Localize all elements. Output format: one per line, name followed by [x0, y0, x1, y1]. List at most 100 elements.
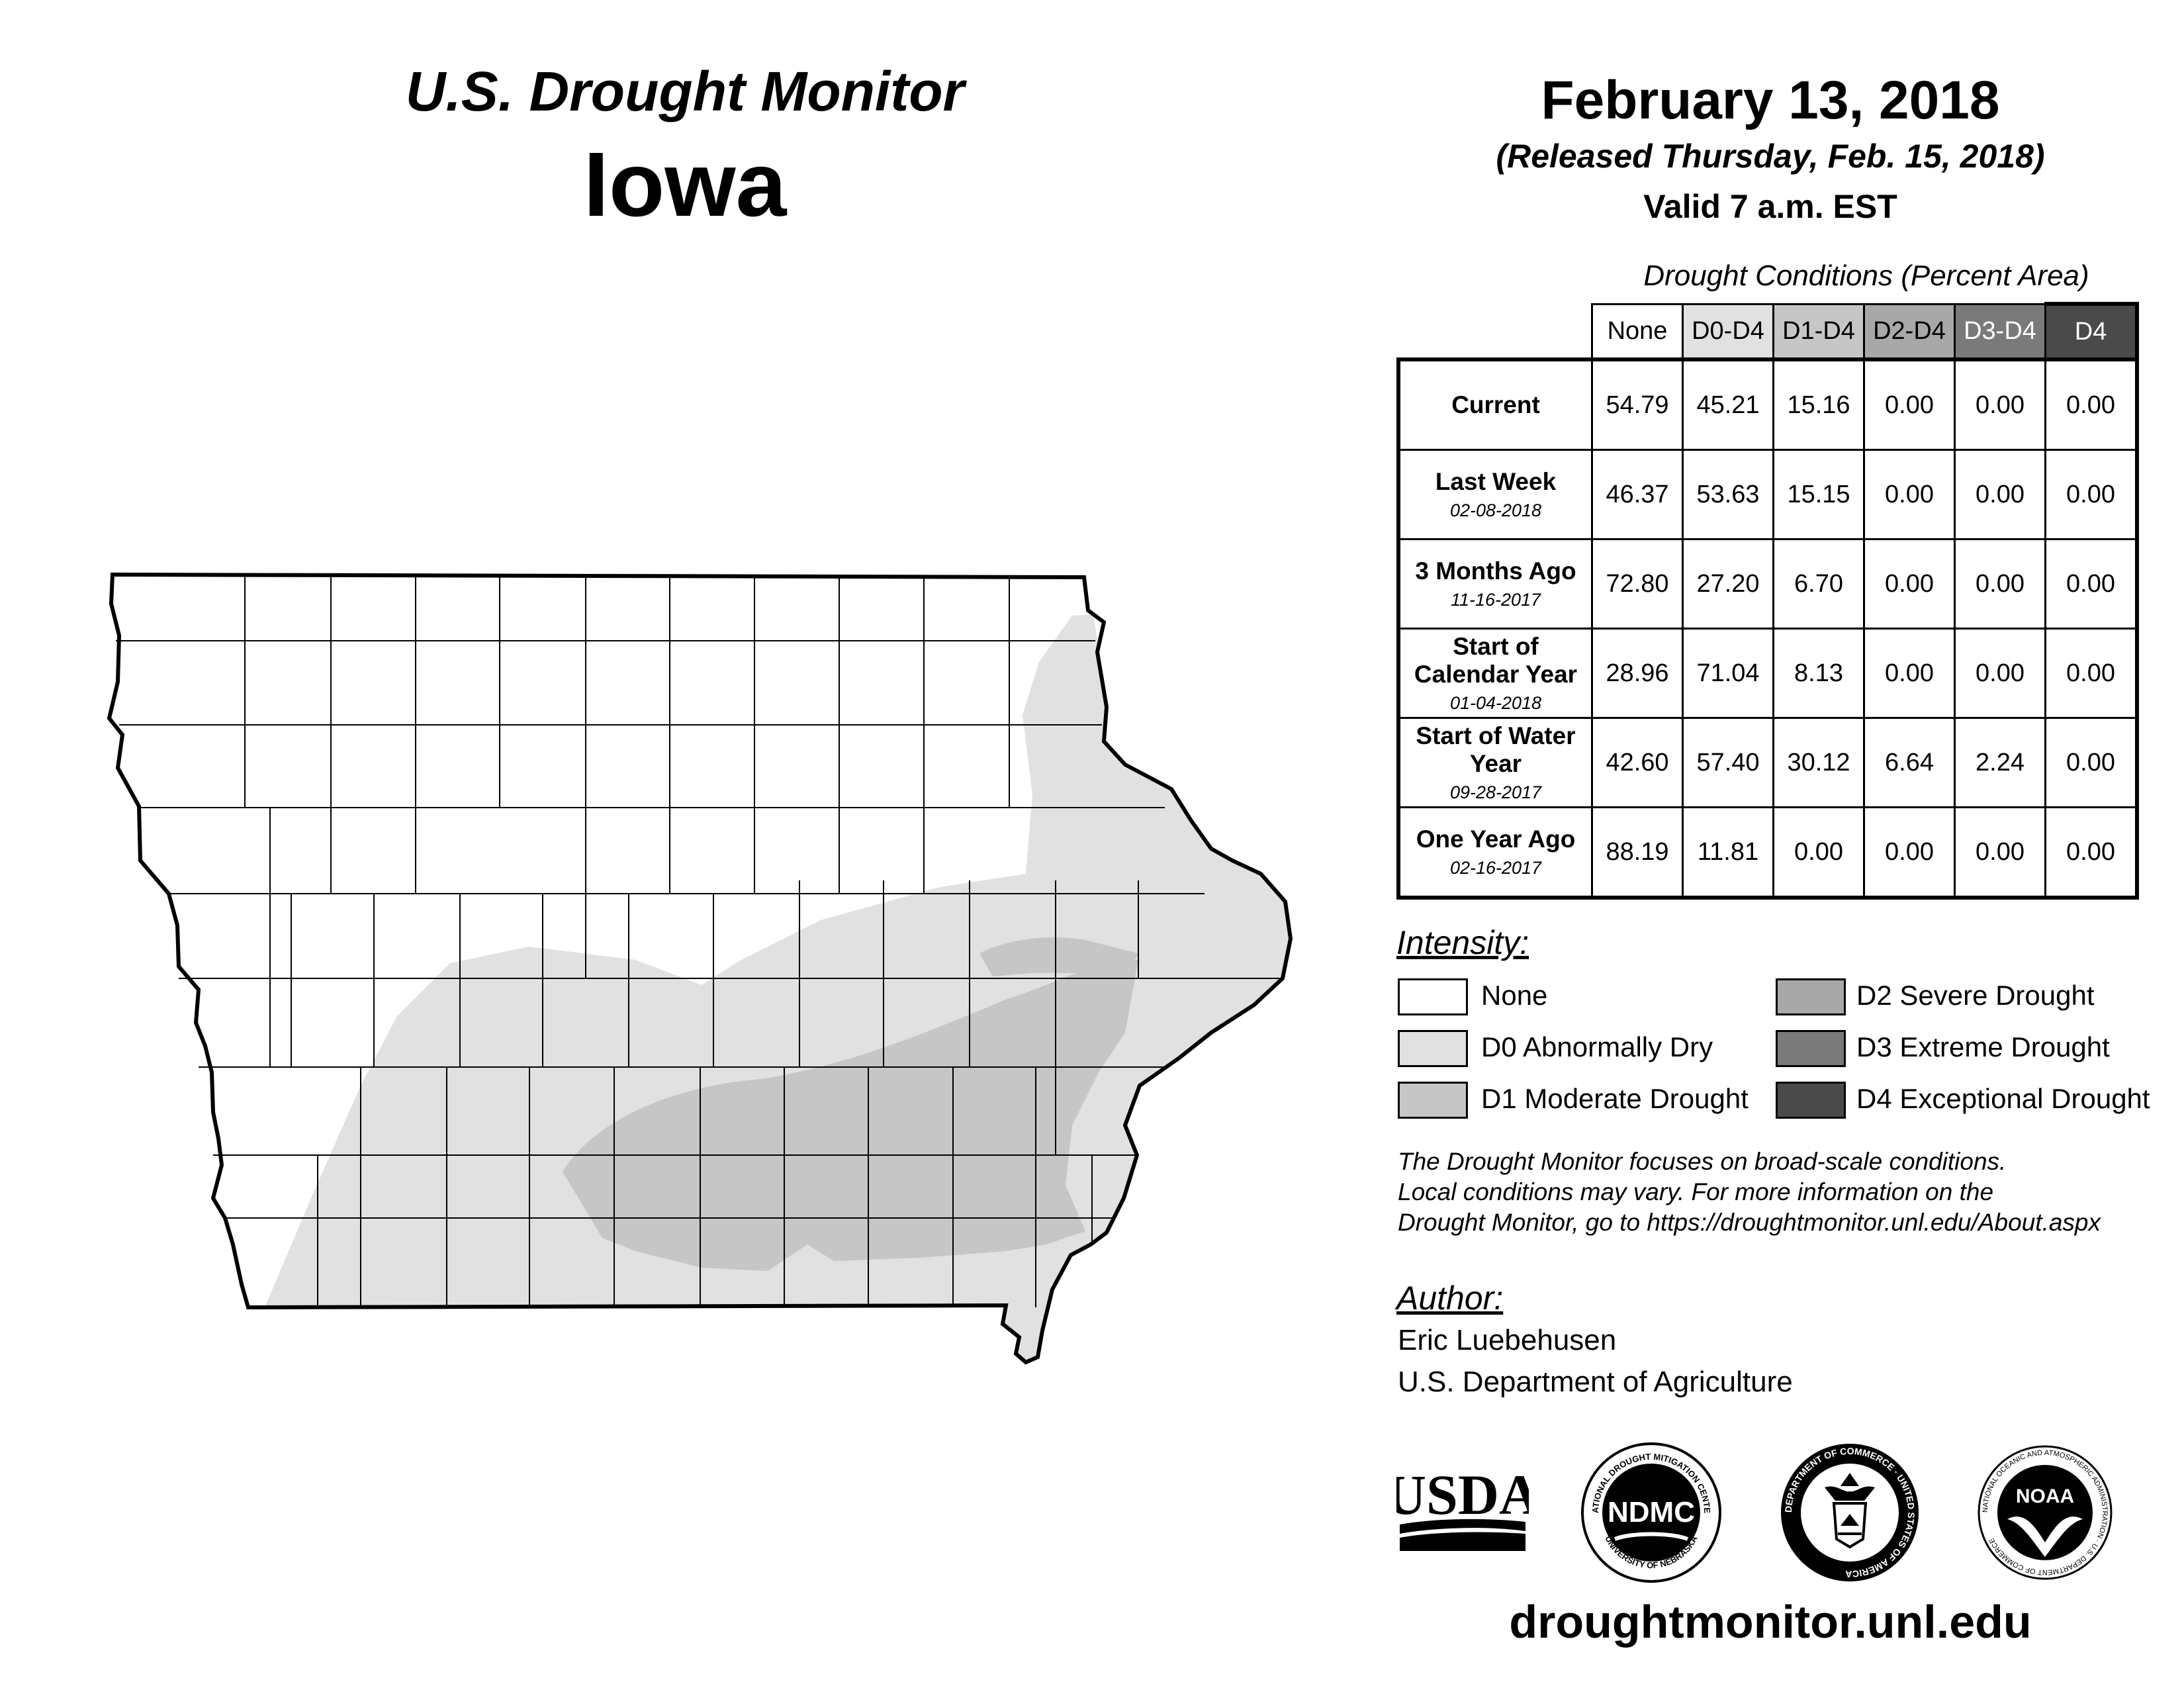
cell-value: 6.70: [1772, 538, 1865, 630]
cell-value: 0.00: [2044, 357, 2139, 451]
cell-value: 0.00: [2044, 538, 2139, 630]
county-lines: [116, 576, 1284, 1307]
legend-swatch-d2: [1776, 978, 1846, 1015]
legend-swatch-d1: [1398, 1082, 1468, 1119]
cell-value: 88.19: [1591, 806, 1684, 900]
drought-conditions-table: None D0-D4 D1-D4 D2-D4 D3-D4 D4 Current …: [1396, 302, 2139, 900]
row-label: One Year Ago 02-16-2017: [1396, 806, 1593, 900]
valid-time: Valid 7 a.m. EST: [1643, 188, 1897, 225]
monitor-title: U.S. Drought Monitor: [405, 60, 965, 122]
seagull-icon: [2007, 1516, 2083, 1557]
col-header-d3-d4: D3-D4: [1954, 303, 2046, 361]
row-label-date: 01-04-2018: [1449, 693, 1542, 714]
d1-area-east: [979, 937, 1138, 980]
legend-label-d2: D2 Severe Drought: [1856, 980, 2095, 1011]
cell-value: 57.40: [1682, 717, 1774, 808]
cell-value: 0.00: [1954, 806, 2046, 900]
release-date: (Released Thursday, Feb. 15, 2018): [1496, 138, 2045, 175]
row-label: Last Week 02-08-2018: [1396, 449, 1593, 540]
website-url[interactable]: droughtmonitor.unl.edu: [1509, 1596, 2032, 1648]
iowa-state-outline: [107, 572, 1293, 1365]
row-label-date: 09-28-2017: [1449, 782, 1542, 803]
row-label-date: 11-16-2017: [1450, 589, 1541, 610]
row-label: 3 Months Ago 11-16-2017: [1396, 538, 1593, 630]
disclaimer-text: The Drought Monitor focuses on broad-sca…: [1398, 1147, 2165, 1238]
noaa-logo: NATIONAL OCEANIC AND ATMOSPHERIC ADMINIS…: [1978, 1445, 2113, 1580]
cell-value: 0.00: [1954, 538, 2046, 630]
state-title: Iowa: [583, 134, 787, 236]
table-row: Last Week 02-08-2018 46.37 53.63 15.15 0.…: [1396, 449, 2139, 540]
cell-value: 0.00: [1954, 628, 2046, 719]
cell-value: 6.64: [1863, 717, 1956, 808]
row-label-date: 02-08-2018: [1449, 500, 1542, 520]
row-label-date: 02-16-2017: [1449, 857, 1542, 878]
cell-value: 0.00: [2044, 717, 2139, 808]
author-title: Author:: [1396, 1280, 1504, 1317]
row-label: Start of Water Year 09-28-2017: [1396, 717, 1593, 808]
usda-logo-text: USDA: [1396, 1463, 1529, 1526]
table-row: Start of Water Year 09-28-2017 42.60 57.4…: [1396, 717, 2139, 808]
row-label-text: Last Week: [1435, 468, 1557, 496]
d1-area: [563, 960, 1138, 1271]
legend-title: Intensity:: [1396, 924, 1529, 961]
cell-value: 46.37: [1591, 449, 1684, 540]
cell-value: 2.24: [1954, 717, 2046, 808]
table-row: Start of Calendar Year 01-04-2018 28.96 7…: [1396, 628, 2139, 719]
cell-value: 54.79: [1591, 357, 1684, 451]
legend-label-d1: D1 Moderate Drought: [1481, 1083, 1749, 1114]
table-row: 3 Months Ago 11-16-2017 72.80 27.20 6.70 …: [1396, 538, 2139, 630]
row-label-text: Current: [1451, 391, 1540, 418]
cell-value: 53.63: [1682, 449, 1774, 540]
cell-value: 28.96: [1591, 628, 1684, 719]
author-org: U.S. Department of Agriculture: [1398, 1366, 1793, 1398]
cell-value: 8.13: [1772, 628, 1865, 719]
row-label-text: One Year Ago: [1416, 825, 1576, 853]
col-header-none: None: [1591, 303, 1684, 361]
legend-swatch-none: [1398, 978, 1468, 1015]
cell-value: 0.00: [2044, 449, 2139, 540]
cell-value: 42.60: [1591, 717, 1684, 808]
legend-label-d0: D0 Abnormally Dry: [1481, 1031, 1713, 1062]
usda-logo: USDA: [1396, 1463, 1529, 1551]
cell-value: 11.81: [1682, 806, 1774, 900]
cell-value: 30.12: [1772, 717, 1865, 808]
row-label-text: Start of Calendar Year: [1414, 632, 1578, 688]
col-header-d1-d4: D1-D4: [1772, 303, 1865, 361]
cell-value: 71.04: [1682, 628, 1774, 719]
map-date: February 13, 2018: [1541, 70, 2000, 130]
legend-label-none: None: [1481, 980, 1548, 1011]
row-label: Start of Calendar Year 01-04-2018: [1396, 628, 1593, 719]
cell-value: 0.00: [1863, 628, 1956, 719]
iowa-drought-map: [107, 572, 1293, 1365]
col-header-d0-d4: D0-D4: [1682, 303, 1774, 361]
row-label: Current: [1396, 357, 1593, 451]
cell-value: 0.00: [2044, 628, 2139, 719]
ndmc-logo: NDMC NATIONAL DROUGHT MITIGATION CENTER …: [1578, 1440, 1721, 1583]
cell-value: 0.00: [1863, 806, 1956, 900]
legend-swatch-d0: [1398, 1030, 1468, 1067]
cell-value: 0.00: [1954, 449, 2046, 540]
ndmc-logo-text: NDMC: [1608, 1496, 1695, 1528]
row-label-text: 3 Months Ago: [1415, 557, 1576, 585]
cell-value: 0.00: [1863, 449, 1956, 540]
cell-value: 27.20: [1682, 538, 1774, 630]
disclaimer-line: Local conditions may vary. For more info…: [1398, 1178, 1994, 1205]
legend-swatch-d4: [1776, 1082, 1846, 1119]
cell-value: 15.15: [1772, 449, 1865, 540]
table-row: One Year Ago 02-16-2017 88.19 11.81 0.00 …: [1396, 806, 2139, 900]
legend-label-d3: D3 Extreme Drought: [1856, 1031, 2110, 1062]
col-header-d4: D4: [2044, 302, 2139, 361]
legend-label-d4: D4 Exceptional Drought: [1856, 1083, 2150, 1114]
cell-value: 0.00: [1954, 357, 2046, 451]
cell-value: 0.00: [1863, 538, 1956, 630]
disclaimer-line: Drought Monitor, go to https://droughtmo…: [1398, 1208, 2101, 1236]
disclaimer-line: The Drought Monitor focuses on broad-sca…: [1398, 1148, 2007, 1175]
legend-swatch-d3: [1776, 1030, 1846, 1067]
noaa-logo-text: NOAA: [2016, 1485, 2074, 1507]
cell-value: 0.00: [2044, 806, 2139, 900]
cell-value: 45.21: [1682, 357, 1774, 451]
table-title: Drought Conditions (Percent Area): [1643, 259, 2089, 292]
commerce-seal-logo: DEPARTMENT OF COMMERCE · UNITED STATES O…: [1781, 1444, 1919, 1581]
eagle-icon: [1841, 1473, 1859, 1486]
row-label-text: Start of Water Year: [1416, 722, 1576, 778]
